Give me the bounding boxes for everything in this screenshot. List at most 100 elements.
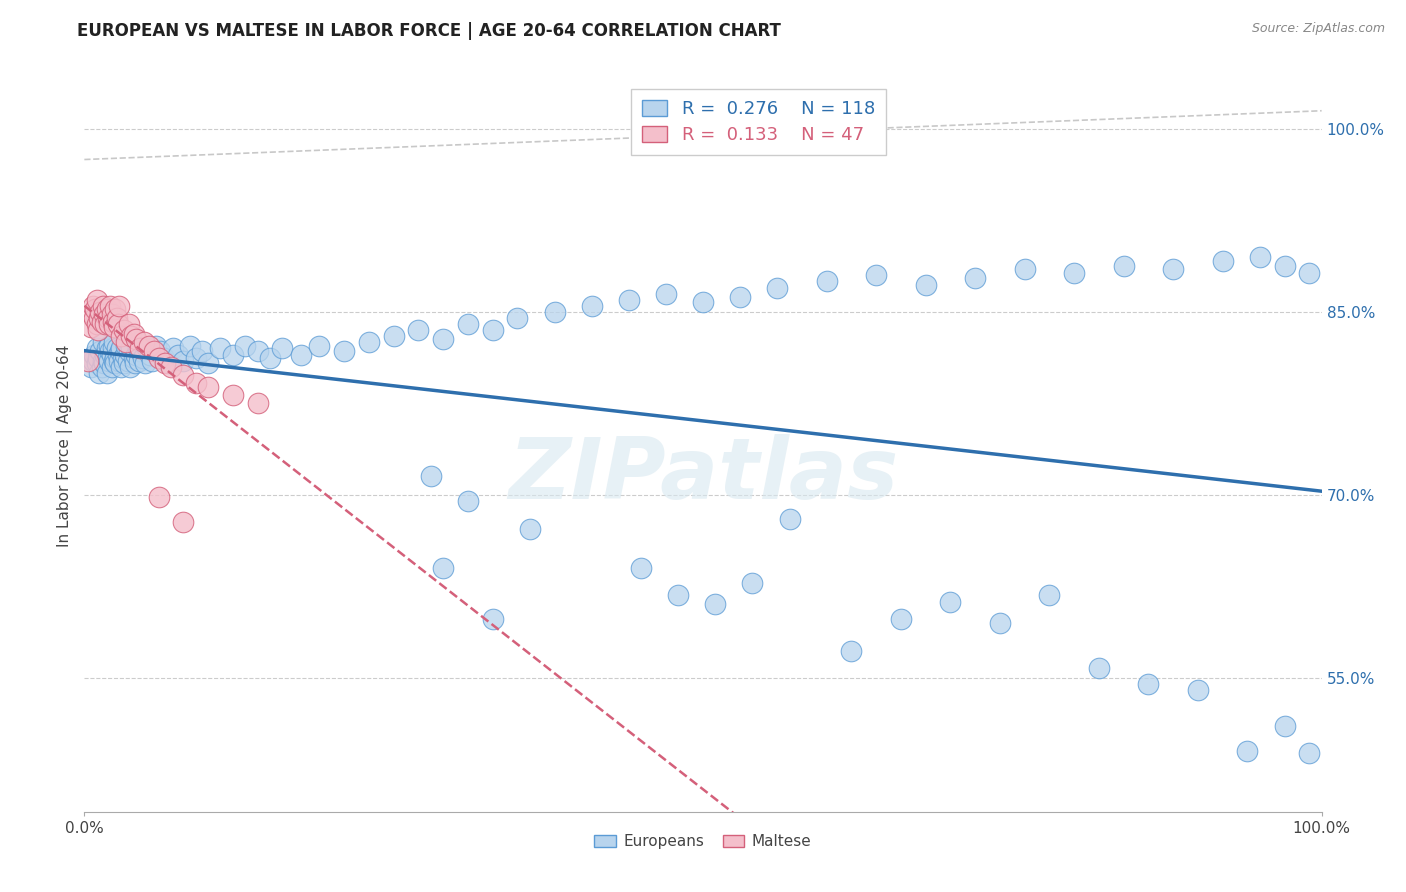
Point	[432, 561, 454, 575]
Point	[134, 356, 156, 370]
Point	[107, 348, 129, 362]
Point	[120, 329, 142, 343]
Point	[82, 353, 104, 368]
Point	[107, 317, 129, 331]
Point	[333, 343, 356, 358]
Point	[308, 339, 330, 353]
Point	[141, 353, 163, 368]
Point	[1274, 719, 1296, 733]
Point	[148, 351, 170, 366]
Point	[741, 575, 763, 590]
Legend: Europeans, Maltese: Europeans, Maltese	[588, 828, 818, 855]
Point	[815, 274, 838, 288]
Point	[191, 343, 214, 358]
Point	[82, 299, 104, 313]
Point	[118, 343, 141, 358]
Point	[86, 317, 108, 331]
Point	[132, 335, 155, 350]
Point	[152, 351, 174, 366]
Point	[172, 515, 194, 529]
Point	[80, 307, 103, 321]
Point	[1249, 250, 1271, 264]
Point	[96, 366, 118, 380]
Point	[581, 299, 603, 313]
Point	[117, 353, 139, 368]
Point	[157, 356, 180, 370]
Point	[481, 323, 503, 337]
Point	[91, 299, 114, 313]
Point	[630, 561, 652, 575]
Point	[408, 323, 430, 337]
Point	[865, 268, 887, 283]
Point	[87, 323, 110, 337]
Point	[105, 342, 128, 356]
Point	[136, 342, 159, 356]
Point	[233, 339, 256, 353]
Point	[145, 339, 167, 353]
Point	[184, 351, 207, 366]
Point	[87, 351, 110, 366]
Point	[125, 348, 148, 362]
Point	[120, 359, 142, 374]
Point	[692, 295, 714, 310]
Point	[122, 351, 145, 366]
Point	[965, 270, 987, 285]
Point	[142, 343, 165, 358]
Point	[90, 315, 112, 329]
Point	[103, 353, 125, 368]
Point	[98, 299, 121, 313]
Point	[101, 342, 124, 356]
Point	[97, 351, 120, 366]
Point	[127, 342, 149, 356]
Point	[153, 356, 176, 370]
Point	[110, 342, 132, 356]
Point	[1112, 259, 1135, 273]
Point	[222, 388, 245, 402]
Point	[110, 359, 132, 374]
Point	[104, 351, 127, 366]
Point	[617, 293, 640, 307]
Point	[89, 366, 111, 380]
Point	[118, 317, 141, 331]
Point	[83, 311, 105, 326]
Point	[110, 343, 132, 358]
Point	[149, 343, 172, 358]
Point	[79, 319, 101, 334]
Point	[89, 311, 111, 326]
Point	[419, 469, 441, 483]
Point	[1187, 682, 1209, 697]
Point	[112, 356, 135, 370]
Point	[94, 348, 117, 362]
Point	[432, 332, 454, 346]
Point	[246, 396, 269, 410]
Point	[111, 351, 134, 366]
Point	[93, 356, 115, 370]
Point	[108, 299, 131, 313]
Point	[105, 311, 128, 326]
Point	[89, 305, 111, 319]
Point	[129, 343, 152, 358]
Point	[125, 332, 148, 346]
Point	[139, 348, 162, 362]
Point	[112, 323, 135, 337]
Point	[129, 342, 152, 356]
Point	[89, 343, 111, 358]
Point	[1014, 262, 1036, 277]
Point	[1161, 262, 1184, 277]
Point	[115, 335, 138, 350]
Point	[124, 356, 146, 370]
Point	[96, 342, 118, 356]
Point	[939, 595, 962, 609]
Point	[1038, 588, 1060, 602]
Point	[138, 339, 160, 353]
Point	[79, 359, 101, 374]
Point	[98, 339, 121, 353]
Point	[86, 293, 108, 307]
Point	[890, 612, 912, 626]
Point	[83, 348, 105, 362]
Point	[543, 305, 565, 319]
Point	[86, 342, 108, 356]
Point	[519, 522, 541, 536]
Point	[655, 286, 678, 301]
Point	[84, 302, 107, 317]
